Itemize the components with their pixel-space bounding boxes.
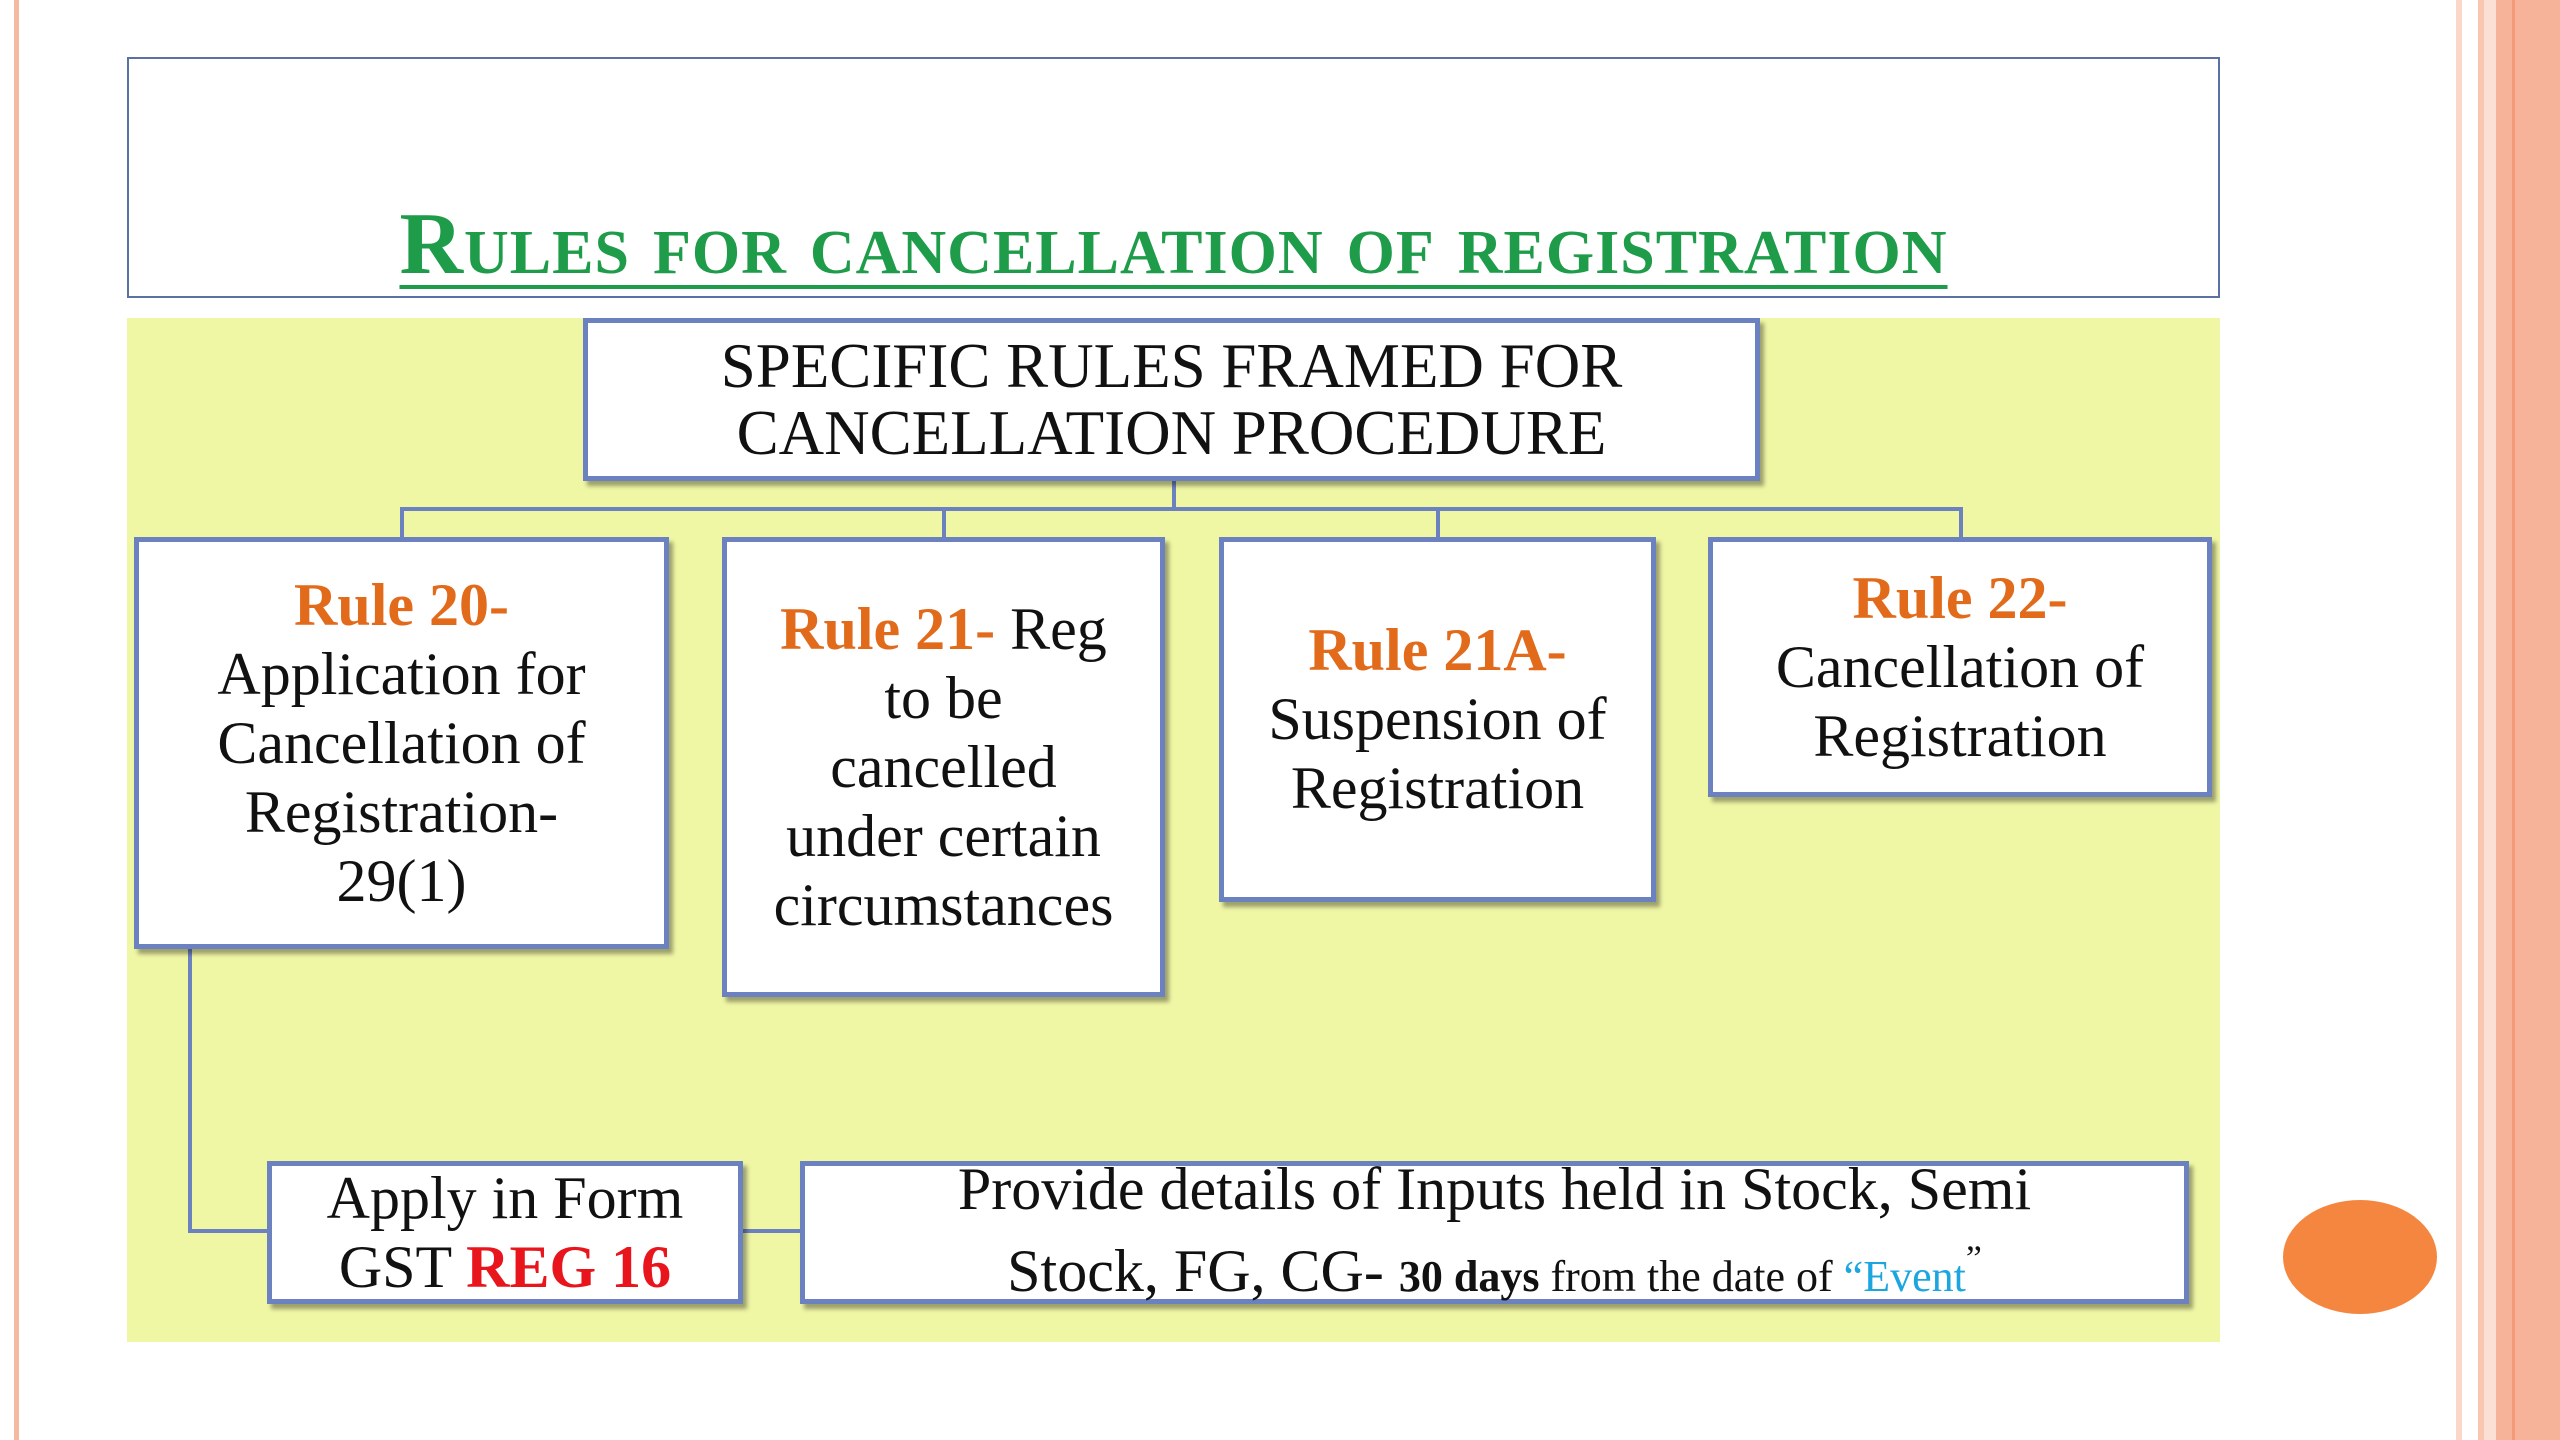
rule-21-line-4: circumstances xyxy=(773,871,1114,938)
rule-20-line-1: Application for xyxy=(217,640,586,707)
connector-to-form-box xyxy=(188,1229,269,1233)
right-decorative-stripes xyxy=(2456,0,2560,1440)
stock-details-box: Provide details of Inputs held in Stock,… xyxy=(800,1156,2189,1304)
rule-21-inline-text: Reg xyxy=(995,595,1107,662)
root-box: SPECIFIC RULES FRAMED FOR CANCELLATION P… xyxy=(583,318,1760,481)
title-frame xyxy=(127,57,2220,298)
details-from-date: from the date of xyxy=(1539,1251,1844,1301)
connector-rule20 xyxy=(400,507,404,539)
connector-form-to-details xyxy=(743,1229,802,1233)
rule-21a-line-1: Suspension of xyxy=(1268,686,1607,752)
rule-21-line-1: to be xyxy=(884,664,1003,731)
rule-20-box: Rule 20- Application for Cancellation of… xyxy=(134,537,669,949)
orange-circle-decoration xyxy=(2283,1200,2437,1314)
rule-20-line-2: Cancellation of xyxy=(217,709,586,776)
rule-20-line-3: Registration- xyxy=(244,778,559,845)
rule-21a-line-2: Registration xyxy=(1290,755,1585,821)
root-line-1: SPECIFIC RULES FRAMED FOR xyxy=(720,330,1623,401)
details-line-1: Provide details of Inputs held in Stock,… xyxy=(957,1155,2032,1222)
connector-rule21a xyxy=(1436,507,1440,539)
details-days: 30 days xyxy=(1398,1251,1540,1301)
connector-rule22 xyxy=(1959,507,1963,539)
rule-22-heading: Rule 22- xyxy=(1852,564,2068,631)
connector-root-down xyxy=(1172,481,1176,509)
form-reg16-box: Apply in Form GST REG 16 xyxy=(267,1161,743,1304)
details-event: “Event xyxy=(1843,1251,1966,1301)
form-prefix: GST xyxy=(338,1233,467,1300)
form-line-1: Apply in Form xyxy=(326,1164,684,1231)
form-name: REG 16 xyxy=(466,1233,672,1300)
root-line-2: CANCELLATION PROCEDURE xyxy=(736,397,1607,468)
connector-rule20-down xyxy=(188,949,192,1233)
rule-21-line-2: cancelled xyxy=(830,733,1057,800)
left-border-line xyxy=(14,0,19,1440)
rule-21-box: Rule 21- Reg to be cancelled under certa… xyxy=(722,537,1165,997)
connector-horizontal-bus xyxy=(400,507,1963,511)
rule-22-box: Rule 22- Cancellation of Registration xyxy=(1708,537,2212,797)
rule-20-line-4: 29(1) xyxy=(336,847,467,914)
rule-21-line-3: under certain xyxy=(786,802,1101,869)
details-line-2-start: Stock, FG, CG- xyxy=(1007,1237,1399,1304)
rule-20-heading: Rule 20- xyxy=(294,571,509,638)
rule-22-line-1: Cancellation of xyxy=(1775,633,2145,700)
slide-title: Rules for cancellation of registration xyxy=(399,196,1948,293)
rule-22-line-2: Registration xyxy=(1813,702,2107,769)
rule-21a-box: Rule 21A- Suspension of Registration xyxy=(1219,537,1656,902)
rule-21-heading: Rule 21- xyxy=(780,595,996,662)
connector-rule21 xyxy=(942,507,946,539)
rule-21a-heading: Rule 21A- xyxy=(1308,617,1567,683)
details-event-close-quote: ” xyxy=(1965,1237,1982,1278)
